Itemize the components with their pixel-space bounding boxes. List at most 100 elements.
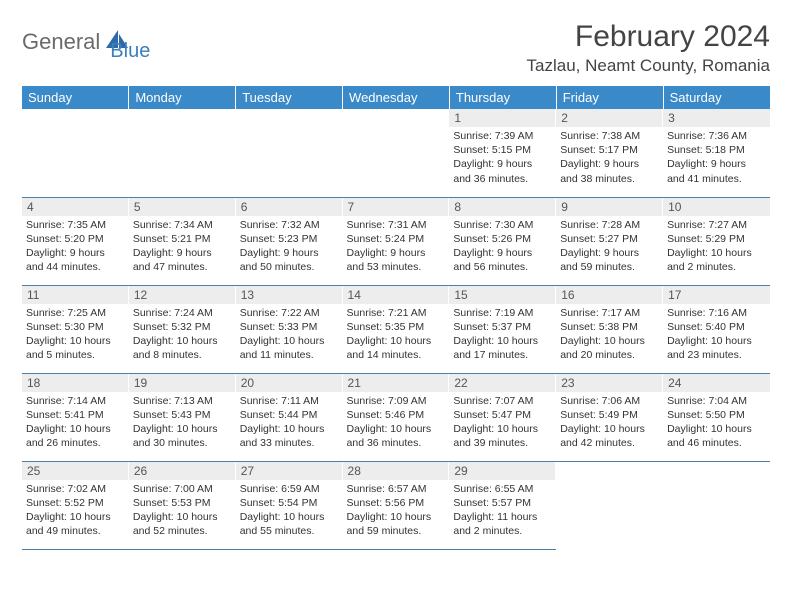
day-details: Sunrise: 7:06 AMSunset: 5:49 PMDaylight:… bbox=[556, 392, 663, 453]
day-number: 1 bbox=[449, 109, 556, 127]
day-number: 15 bbox=[449, 286, 556, 304]
calendar-day-cell: 7Sunrise: 7:31 AMSunset: 5:24 PMDaylight… bbox=[343, 197, 450, 285]
day-number: 16 bbox=[556, 286, 663, 304]
day-number: 20 bbox=[236, 374, 343, 392]
day-number: 5 bbox=[129, 198, 236, 216]
day-number: 22 bbox=[449, 374, 556, 392]
weekday-header: Tuesday bbox=[236, 86, 343, 109]
weekday-header: Wednesday bbox=[343, 86, 450, 109]
day-details: Sunrise: 7:30 AMSunset: 5:26 PMDaylight:… bbox=[449, 216, 556, 277]
calendar-body: 1Sunrise: 7:39 AMSunset: 5:15 PMDaylight… bbox=[22, 109, 770, 549]
calendar-week-row: 1Sunrise: 7:39 AMSunset: 5:15 PMDaylight… bbox=[22, 109, 770, 197]
day-details: Sunrise: 7:19 AMSunset: 5:37 PMDaylight:… bbox=[449, 304, 556, 365]
day-number: 13 bbox=[236, 286, 343, 304]
day-details: Sunrise: 7:35 AMSunset: 5:20 PMDaylight:… bbox=[22, 216, 129, 277]
day-details: Sunrise: 7:07 AMSunset: 5:47 PMDaylight:… bbox=[449, 392, 556, 453]
page-header: General Blue February 2024 Tazlau, Neamt… bbox=[22, 20, 770, 76]
calendar-day-cell: 2Sunrise: 7:38 AMSunset: 5:17 PMDaylight… bbox=[556, 109, 663, 197]
day-number bbox=[22, 109, 129, 127]
day-number: 26 bbox=[129, 462, 236, 480]
location-subtitle: Tazlau, Neamt County, Romania bbox=[527, 56, 770, 76]
day-details: Sunrise: 7:11 AMSunset: 5:44 PMDaylight:… bbox=[236, 392, 343, 453]
day-details: Sunrise: 7:39 AMSunset: 5:15 PMDaylight:… bbox=[449, 127, 556, 188]
day-number: 17 bbox=[663, 286, 770, 304]
calendar-table: SundayMondayTuesdayWednesdayThursdayFrid… bbox=[22, 86, 770, 550]
logo: General Blue bbox=[22, 20, 150, 63]
calendar-day-cell: 20Sunrise: 7:11 AMSunset: 5:44 PMDayligh… bbox=[236, 373, 343, 461]
day-number: 29 bbox=[449, 462, 556, 480]
calendar-day-cell: 17Sunrise: 7:16 AMSunset: 5:40 PMDayligh… bbox=[663, 285, 770, 373]
day-details: Sunrise: 7:36 AMSunset: 5:18 PMDaylight:… bbox=[663, 127, 770, 188]
day-number: 11 bbox=[22, 286, 129, 304]
day-number: 18 bbox=[22, 374, 129, 392]
weekday-header: Saturday bbox=[663, 86, 770, 109]
day-number: 27 bbox=[236, 462, 343, 480]
day-details: Sunrise: 7:09 AMSunset: 5:46 PMDaylight:… bbox=[343, 392, 450, 453]
day-details: Sunrise: 7:24 AMSunset: 5:32 PMDaylight:… bbox=[129, 304, 236, 365]
day-details: Sunrise: 7:02 AMSunset: 5:52 PMDaylight:… bbox=[22, 480, 129, 541]
day-details: Sunrise: 7:27 AMSunset: 5:29 PMDaylight:… bbox=[663, 216, 770, 277]
calendar-day-cell: 5Sunrise: 7:34 AMSunset: 5:21 PMDaylight… bbox=[129, 197, 236, 285]
day-details: Sunrise: 6:57 AMSunset: 5:56 PMDaylight:… bbox=[343, 480, 450, 541]
calendar-day-cell: 12Sunrise: 7:24 AMSunset: 5:32 PMDayligh… bbox=[129, 285, 236, 373]
weekday-header: Thursday bbox=[449, 86, 556, 109]
calendar-week-row: 25Sunrise: 7:02 AMSunset: 5:52 PMDayligh… bbox=[22, 461, 770, 549]
day-details: Sunrise: 7:31 AMSunset: 5:24 PMDaylight:… bbox=[343, 216, 450, 277]
calendar-day-cell: 3Sunrise: 7:36 AMSunset: 5:18 PMDaylight… bbox=[663, 109, 770, 197]
day-number: 24 bbox=[663, 374, 770, 392]
day-number bbox=[343, 109, 450, 127]
day-details: Sunrise: 7:16 AMSunset: 5:40 PMDaylight:… bbox=[663, 304, 770, 365]
day-number bbox=[236, 109, 343, 127]
calendar-day-cell bbox=[236, 109, 343, 197]
logo-text-blue: Blue bbox=[110, 40, 150, 63]
day-number: 28 bbox=[343, 462, 450, 480]
calendar-day-cell: 11Sunrise: 7:25 AMSunset: 5:30 PMDayligh… bbox=[22, 285, 129, 373]
calendar-day-cell bbox=[129, 109, 236, 197]
calendar-day-cell bbox=[663, 461, 770, 549]
day-details: Sunrise: 7:25 AMSunset: 5:30 PMDaylight:… bbox=[22, 304, 129, 365]
calendar-day-cell: 26Sunrise: 7:00 AMSunset: 5:53 PMDayligh… bbox=[129, 461, 236, 549]
calendar-day-cell: 29Sunrise: 6:55 AMSunset: 5:57 PMDayligh… bbox=[449, 461, 556, 549]
day-details: Sunrise: 7:04 AMSunset: 5:50 PMDaylight:… bbox=[663, 392, 770, 453]
day-details: Sunrise: 7:13 AMSunset: 5:43 PMDaylight:… bbox=[129, 392, 236, 453]
calendar-day-cell: 10Sunrise: 7:27 AMSunset: 5:29 PMDayligh… bbox=[663, 197, 770, 285]
calendar-day-cell: 18Sunrise: 7:14 AMSunset: 5:41 PMDayligh… bbox=[22, 373, 129, 461]
calendar-day-cell: 4Sunrise: 7:35 AMSunset: 5:20 PMDaylight… bbox=[22, 197, 129, 285]
day-number: 8 bbox=[449, 198, 556, 216]
calendar-day-cell: 13Sunrise: 7:22 AMSunset: 5:33 PMDayligh… bbox=[236, 285, 343, 373]
calendar-week-row: 18Sunrise: 7:14 AMSunset: 5:41 PMDayligh… bbox=[22, 373, 770, 461]
day-number: 14 bbox=[343, 286, 450, 304]
calendar-day-cell bbox=[22, 109, 129, 197]
calendar-day-cell: 19Sunrise: 7:13 AMSunset: 5:43 PMDayligh… bbox=[129, 373, 236, 461]
day-details: Sunrise: 7:32 AMSunset: 5:23 PMDaylight:… bbox=[236, 216, 343, 277]
day-details: Sunrise: 7:22 AMSunset: 5:33 PMDaylight:… bbox=[236, 304, 343, 365]
day-number: 12 bbox=[129, 286, 236, 304]
day-details: Sunrise: 7:28 AMSunset: 5:27 PMDaylight:… bbox=[556, 216, 663, 277]
title-block: February 2024 Tazlau, Neamt County, Roma… bbox=[527, 20, 770, 76]
day-number: 3 bbox=[663, 109, 770, 127]
month-title: February 2024 bbox=[527, 20, 770, 54]
weekday-header: Sunday bbox=[22, 86, 129, 109]
calendar-day-cell: 22Sunrise: 7:07 AMSunset: 5:47 PMDayligh… bbox=[449, 373, 556, 461]
calendar-day-cell bbox=[556, 461, 663, 549]
calendar-day-cell: 6Sunrise: 7:32 AMSunset: 5:23 PMDaylight… bbox=[236, 197, 343, 285]
day-details: Sunrise: 7:38 AMSunset: 5:17 PMDaylight:… bbox=[556, 127, 663, 188]
day-number: 23 bbox=[556, 374, 663, 392]
calendar-week-row: 11Sunrise: 7:25 AMSunset: 5:30 PMDayligh… bbox=[22, 285, 770, 373]
weekday-header-row: SundayMondayTuesdayWednesdayThursdayFrid… bbox=[22, 86, 770, 109]
calendar-day-cell: 23Sunrise: 7:06 AMSunset: 5:49 PMDayligh… bbox=[556, 373, 663, 461]
calendar-week-row: 4Sunrise: 7:35 AMSunset: 5:20 PMDaylight… bbox=[22, 197, 770, 285]
day-number: 6 bbox=[236, 198, 343, 216]
day-number: 10 bbox=[663, 198, 770, 216]
logo-text-general: General bbox=[22, 29, 100, 55]
calendar-day-cell: 28Sunrise: 6:57 AMSunset: 5:56 PMDayligh… bbox=[343, 461, 450, 549]
weekday-header: Friday bbox=[556, 86, 663, 109]
calendar-day-cell: 24Sunrise: 7:04 AMSunset: 5:50 PMDayligh… bbox=[663, 373, 770, 461]
calendar-day-cell: 21Sunrise: 7:09 AMSunset: 5:46 PMDayligh… bbox=[343, 373, 450, 461]
day-details: Sunrise: 6:59 AMSunset: 5:54 PMDaylight:… bbox=[236, 480, 343, 541]
day-number: 9 bbox=[556, 198, 663, 216]
calendar-day-cell: 27Sunrise: 6:59 AMSunset: 5:54 PMDayligh… bbox=[236, 461, 343, 549]
day-details: Sunrise: 7:21 AMSunset: 5:35 PMDaylight:… bbox=[343, 304, 450, 365]
day-number: 19 bbox=[129, 374, 236, 392]
calendar-day-cell bbox=[343, 109, 450, 197]
